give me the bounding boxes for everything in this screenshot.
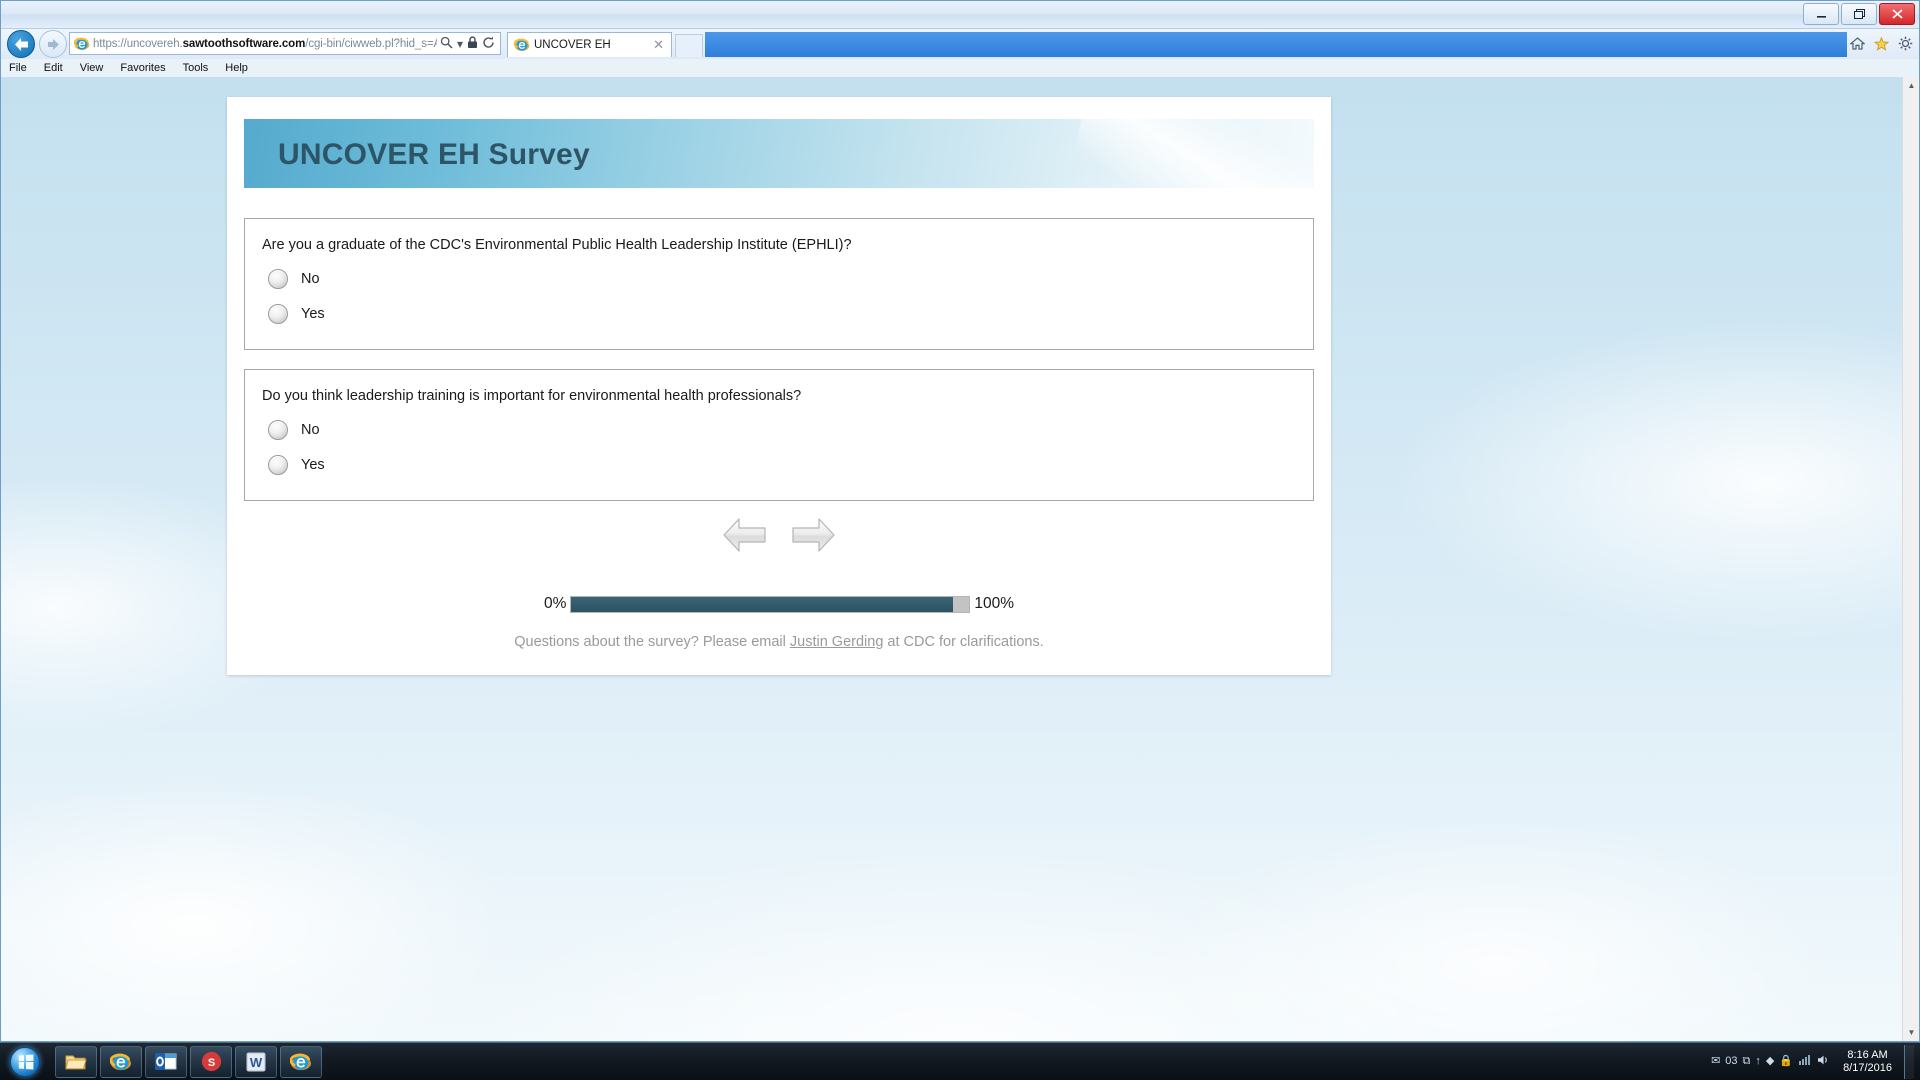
taskbar-apps: S W bbox=[55, 1045, 322, 1078]
taskbar-explorer-icon[interactable] bbox=[55, 1045, 97, 1078]
vertical-scrollbar[interactable]: ▲ ▼ bbox=[1902, 77, 1919, 1041]
forward-button[interactable] bbox=[39, 30, 67, 58]
footer-text-after: at CDC for clarifications. bbox=[883, 634, 1044, 650]
system-tray: ✉ 03 ⧉ ↑ ◆ 🔒 8:16 AM 8/17/2016 bbox=[1711, 1044, 1920, 1079]
radio-icon[interactable] bbox=[268, 304, 288, 324]
menu-bar: File Edit View Favorites Tools Help bbox=[1, 59, 1919, 77]
option-label: Yes bbox=[301, 457, 325, 473]
tab-favicon bbox=[514, 38, 530, 51]
question-2-option-yes[interactable]: Yes bbox=[268, 455, 325, 475]
internet-explorer-favicon bbox=[74, 37, 90, 50]
email-contact-link[interactable]: Justin Gerding bbox=[789, 634, 884, 650]
svg-text:S: S bbox=[207, 1057, 214, 1069]
question-block-2: Do you think leadership training is impo… bbox=[244, 369, 1314, 501]
radio-icon[interactable] bbox=[268, 420, 288, 440]
question-1-option-yes[interactable]: Yes bbox=[268, 304, 325, 324]
close-button[interactable] bbox=[1879, 3, 1915, 25]
menu-item-edit[interactable]: Edit bbox=[43, 62, 63, 74]
menu-item-view[interactable]: View bbox=[79, 62, 104, 74]
back-arrow-icon bbox=[723, 518, 766, 552]
footer-note: Questions about the survey? Please email… bbox=[227, 634, 1331, 650]
clock-time: 8:16 AM bbox=[1847, 1048, 1888, 1061]
tab-title: UNCOVER EH bbox=[534, 39, 611, 51]
taskbar-skype-icon[interactable]: S bbox=[190, 1045, 232, 1078]
footer-text-before: Questions about the survey? Please email bbox=[514, 634, 790, 650]
question-2-option-no[interactable]: No bbox=[268, 420, 320, 440]
tray-icons: ✉ 03 ⧉ ↑ ◆ 🔒 bbox=[1711, 1054, 1831, 1069]
lock-icon bbox=[467, 36, 478, 51]
browser-tab[interactable]: UNCOVER EH ✕ bbox=[507, 32, 672, 57]
progress-row: 0% 100% bbox=[227, 595, 1331, 613]
taskbar-clock[interactable]: 8:16 AM 8/17/2016 bbox=[1837, 1049, 1898, 1075]
home-icon[interactable] bbox=[1849, 37, 1866, 52]
back-button[interactable] bbox=[7, 30, 35, 58]
progress-bar bbox=[570, 595, 971, 613]
question-block-1: Are you a graduate of the CDC's Environm… bbox=[244, 218, 1314, 350]
chevron-down-icon[interactable]: ▾ bbox=[456, 36, 463, 51]
menu-item-help[interactable]: Help bbox=[225, 62, 248, 74]
page-title: UNCOVER EH Survey bbox=[278, 138, 590, 171]
option-label: Yes bbox=[301, 306, 325, 322]
radio-icon[interactable] bbox=[268, 455, 288, 475]
progress-bar-fill bbox=[571, 596, 954, 612]
windows-logo-icon bbox=[10, 1046, 40, 1077]
menu-item-tools[interactable]: Tools bbox=[182, 62, 209, 74]
progress-max-label: 100% bbox=[974, 595, 1015, 612]
menu-item-file[interactable]: File bbox=[9, 62, 27, 74]
taskbar: S W ✉ 03 ⧉ ↑ ◆ 🔒 bbox=[0, 1042, 1920, 1080]
gear-icon[interactable] bbox=[1898, 36, 1913, 53]
taskbar-word-icon[interactable]: W bbox=[235, 1045, 277, 1078]
question-text-2: Do you think leadership training is impo… bbox=[262, 388, 802, 404]
question-1-option-no[interactable]: No bbox=[268, 269, 320, 289]
svg-text:W: W bbox=[250, 1055, 263, 1070]
radio-icon[interactable] bbox=[268, 269, 288, 289]
survey-navigation bbox=[227, 515, 1331, 555]
navigation-bar: https://uncovereh.sawtoothsoftware.com/c… bbox=[1, 29, 1919, 59]
badge-count-icon[interactable]: 03 bbox=[1725, 1055, 1738, 1067]
search-icon[interactable] bbox=[440, 36, 453, 51]
mail-icon[interactable]: ✉ bbox=[1711, 1055, 1721, 1067]
question-text-1: Are you a graduate of the CDC's Environm… bbox=[262, 237, 852, 253]
network-icon[interactable] bbox=[1798, 1054, 1812, 1069]
menu-item-favorites[interactable]: Favorites bbox=[120, 62, 166, 74]
start-button[interactable] bbox=[3, 1045, 47, 1079]
browser-window: https://uncovereh.sawtoothsoftware.com/c… bbox=[0, 0, 1920, 1042]
new-tab-button[interactable] bbox=[675, 34, 703, 57]
address-bar[interactable]: https://uncovereh.sawtoothsoftware.com/c… bbox=[69, 32, 501, 55]
tab-close-icon[interactable]: ✕ bbox=[653, 37, 664, 52]
survey-banner: UNCOVER EH Survey bbox=[244, 119, 1314, 188]
upload-icon[interactable]: ↑ bbox=[1755, 1055, 1761, 1067]
page-viewport: UNCOVER EH Survey Are you a graduate of … bbox=[1, 77, 1919, 1041]
progress-min-label: 0% bbox=[543, 595, 567, 612]
taskbar-internet-explorer-icon[interactable] bbox=[100, 1045, 142, 1078]
url-text: https://uncovereh.sawtoothsoftware.com/c… bbox=[93, 37, 437, 50]
survey-card: UNCOVER EH Survey Are you a graduate of … bbox=[227, 97, 1331, 675]
scroll-down-icon[interactable]: ▼ bbox=[1903, 1024, 1919, 1041]
status-icon[interactable]: ◆ bbox=[1765, 1055, 1775, 1067]
clock-date: 8/17/2016 bbox=[1843, 1061, 1892, 1074]
browser-tool-icons bbox=[1849, 36, 1913, 53]
scroll-up-icon[interactable]: ▲ bbox=[1903, 77, 1919, 94]
volume-icon[interactable] bbox=[1817, 1054, 1831, 1069]
next-arrow-icon bbox=[792, 518, 835, 552]
restore-button[interactable] bbox=[1841, 3, 1877, 25]
tab-strip-background bbox=[705, 32, 1847, 57]
taskbar-internet-explorer-window-icon[interactable] bbox=[280, 1045, 322, 1078]
title-bar bbox=[1, 1, 1919, 29]
star-icon[interactable] bbox=[1873, 36, 1890, 53]
next-page-button[interactable] bbox=[790, 515, 836, 555]
refresh-icon[interactable] bbox=[482, 36, 495, 51]
minimize-button[interactable] bbox=[1803, 3, 1839, 25]
app-icon[interactable]: ⧉ bbox=[1742, 1055, 1751, 1067]
option-label: No bbox=[301, 271, 320, 287]
show-desktop-button[interactable] bbox=[1904, 1044, 1914, 1079]
window-controls bbox=[1803, 3, 1915, 25]
taskbar-outlook-icon[interactable] bbox=[145, 1045, 187, 1078]
previous-page-button[interactable] bbox=[722, 515, 768, 555]
address-bar-icons: ▾ bbox=[437, 36, 498, 51]
security-icon[interactable]: 🔒 bbox=[1779, 1055, 1794, 1067]
option-label: No bbox=[301, 422, 320, 438]
